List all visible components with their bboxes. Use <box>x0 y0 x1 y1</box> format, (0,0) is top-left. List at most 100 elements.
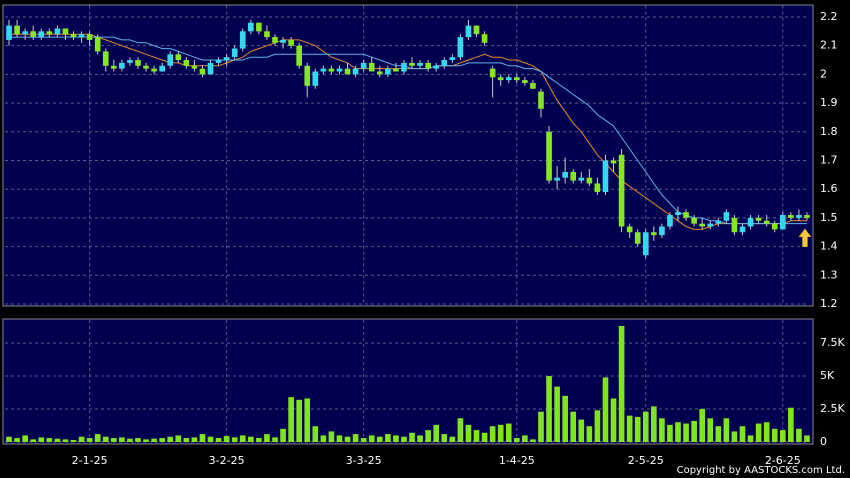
candle-body <box>522 80 528 83</box>
candle-body <box>393 68 399 72</box>
candle-body <box>256 22 262 32</box>
volume-bar <box>634 416 641 442</box>
candle-body <box>667 215 673 227</box>
volume-bar <box>231 437 238 442</box>
candle-body <box>376 71 383 75</box>
candle-body <box>143 65 149 69</box>
candle-body <box>659 226 665 236</box>
volume-bar <box>239 435 246 442</box>
candle-body <box>288 39 294 46</box>
candle-body <box>804 215 810 218</box>
candle-body <box>352 68 359 75</box>
candle-body <box>280 39 286 43</box>
volume-bar <box>481 432 488 442</box>
candle-body <box>465 25 472 38</box>
moving-average-line <box>9 36 807 225</box>
candle-body <box>796 215 802 218</box>
y-tick-label: 2 <box>820 67 827 80</box>
candle-body <box>562 171 568 178</box>
volume-bar <box>457 418 464 442</box>
y-tick-label: 7.5K <box>820 336 845 349</box>
candle-body <box>417 62 423 66</box>
volume-bar <box>6 436 12 442</box>
candle-body <box>489 68 496 78</box>
volume-bar <box>248 436 254 442</box>
candle-body <box>651 232 657 236</box>
candle-body <box>78 34 85 38</box>
candle-body <box>191 65 198 69</box>
volume-bar <box>175 435 182 442</box>
volume-bar <box>594 410 601 442</box>
volume-bar <box>151 438 157 442</box>
candle-body <box>46 31 53 35</box>
volume-bar <box>788 407 794 442</box>
volume-bar <box>691 420 697 442</box>
volume-bar <box>288 397 294 442</box>
volume-bar <box>731 431 738 442</box>
volume-bar <box>610 398 617 442</box>
candle-body <box>223 57 230 61</box>
moving-average-line <box>9 33 807 230</box>
volume-bar <box>199 434 206 442</box>
volume-bar <box>530 439 536 442</box>
volume-bar <box>207 436 214 442</box>
candle-body <box>401 62 407 72</box>
candle-body <box>151 68 157 72</box>
volume-bar <box>94 434 101 442</box>
volume-bar <box>417 435 423 442</box>
candle-body <box>296 45 303 66</box>
volume-bar <box>723 418 730 442</box>
volume-bar <box>336 435 343 442</box>
volume-bar <box>62 439 69 442</box>
y-tick-label: 0 <box>820 435 827 448</box>
volume-bar <box>449 436 456 442</box>
volume-bar <box>473 430 480 442</box>
candle-body <box>248 22 254 32</box>
candle-body <box>175 54 182 61</box>
volume-bar <box>70 440 77 442</box>
candle-body <box>441 60 448 66</box>
volume-bar <box>618 325 625 442</box>
candle-body <box>546 131 552 181</box>
candle-body <box>699 223 706 227</box>
volume-bar <box>497 424 504 442</box>
candle-body <box>618 154 625 227</box>
volume-bar <box>110 438 117 442</box>
volume-bar <box>602 377 609 442</box>
candle-body <box>473 25 480 35</box>
candle-body <box>594 183 601 193</box>
volume-bar <box>119 437 125 442</box>
candle-body <box>272 37 278 43</box>
candle-body <box>707 223 714 227</box>
y-tick-label: 1.2 <box>820 297 838 310</box>
y-tick-label: 1.3 <box>820 268 838 281</box>
volume-bar <box>763 422 770 442</box>
volume-bar <box>425 430 431 442</box>
volume-bar <box>433 424 440 442</box>
x-tick-label: 1-4-25 <box>499 454 535 467</box>
candle-body <box>328 68 335 72</box>
x-tick-label: 2-5-25 <box>628 454 664 467</box>
candle-body <box>183 60 190 66</box>
volume-bar <box>538 411 544 442</box>
candle-body <box>513 77 520 81</box>
candle-body <box>167 54 174 66</box>
volume-bar <box>626 415 633 442</box>
volume-bar <box>522 435 528 442</box>
volume-bar <box>715 426 722 442</box>
volume-bar <box>385 434 391 442</box>
volume-bar <box>344 436 351 442</box>
volume-bar <box>215 438 222 442</box>
candle-body <box>70 34 77 38</box>
volume-bar <box>699 409 706 442</box>
candle-body <box>239 31 246 49</box>
volume-bar <box>755 423 762 442</box>
candle-body <box>207 62 214 75</box>
candle-body <box>409 62 415 66</box>
volume-bar <box>38 437 45 442</box>
candle-body <box>344 68 351 75</box>
y-tick-label: 2.2 <box>820 10 838 23</box>
volume-bar <box>320 435 327 442</box>
candle-body <box>30 31 37 38</box>
